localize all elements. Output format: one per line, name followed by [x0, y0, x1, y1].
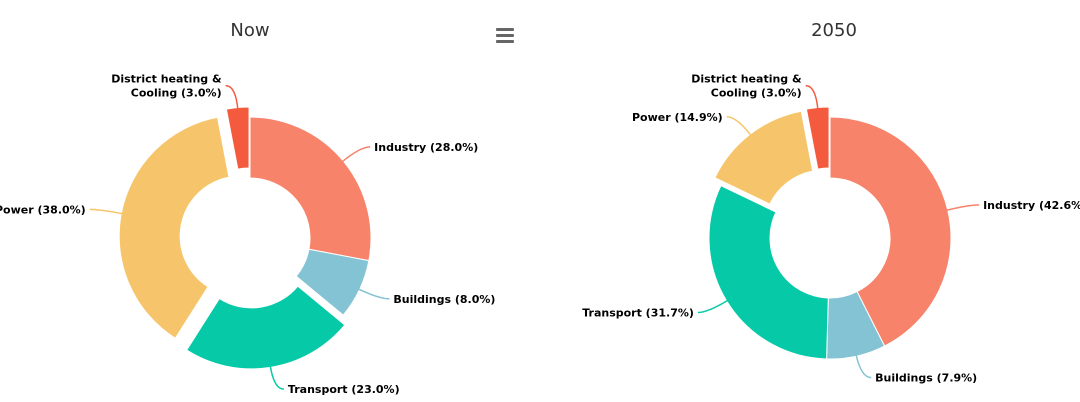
hamburger-menu-icon[interactable] — [496, 28, 514, 43]
slice-now-transport[interactable] — [186, 285, 346, 370]
connector-now-industry — [341, 146, 371, 163]
label-now-buildings: Buildings (8.0%) — [393, 293, 495, 306]
connector-2050-industry — [945, 204, 980, 212]
connector-2050-power — [726, 116, 752, 137]
label-2050-industry: Industry (42.6%) — [983, 199, 1080, 212]
slice-2050-district-heating-cooling[interactable] — [805, 106, 830, 170]
label-2050-district-heating-cooling: District heating & Cooling (3.0%) — [691, 73, 802, 100]
chart-title-now: Now — [230, 20, 270, 41]
slice-2050-transport[interactable] — [708, 185, 829, 360]
slice-now-district-heating-cooling[interactable] — [225, 106, 250, 170]
connector-2050-buildings — [855, 353, 872, 379]
label-now-transport: Transport (23.0%) — [288, 383, 400, 396]
connector-2050-transport — [697, 299, 729, 314]
label-now-district-heating-cooling: District heating & Cooling (3.0%) — [111, 73, 222, 100]
slice-now-industry[interactable] — [249, 116, 372, 262]
label-now-industry: Industry (28.0%) — [374, 141, 478, 154]
label-now-power: Power (38.0%) — [0, 203, 86, 216]
slice-2050-power[interactable] — [714, 110, 814, 205]
slice-now-buildings[interactable] — [295, 248, 370, 316]
donut-chart-2050: Industry (42.6%) Buildings (7.9%) Transpor… — [582, 73, 1080, 385]
connector-now-buildings — [357, 287, 390, 300]
connector-now-power — [89, 208, 124, 215]
chart-title-2050: 2050 — [811, 20, 857, 41]
connector-now-district-heating-cooling — [225, 84, 239, 110]
connector-now-transport — [269, 365, 285, 390]
connector-2050-district-heating-cooling — [805, 84, 819, 110]
label-2050-buildings: Buildings (7.9%) — [875, 372, 977, 385]
donut-chart-now: Industry (28.0%) Buildings (8.0%) Transpor… — [0, 73, 495, 396]
slice-now-power[interactable] — [118, 116, 230, 339]
label-2050-transport: Transport (31.7%) — [582, 306, 694, 319]
slice-2050-industry[interactable] — [829, 116, 952, 347]
label-2050-power: Power (14.9%) — [632, 111, 723, 124]
